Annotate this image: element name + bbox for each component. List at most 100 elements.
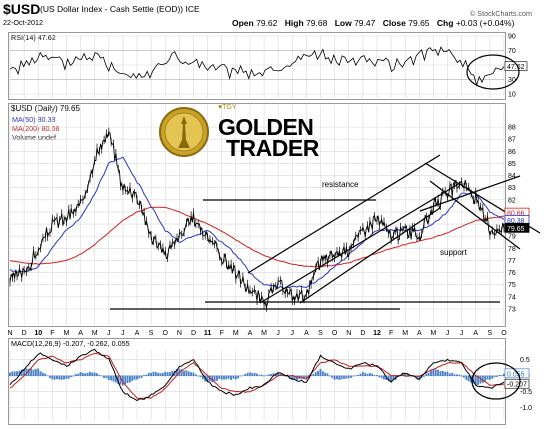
macd-histogram-bar — [439, 371, 442, 377]
macd-histogram-bar — [13, 371, 16, 377]
macd-histogram-bar — [25, 368, 28, 377]
date-label: 22-Oct-2012 — [3, 18, 43, 27]
symbol-label: $USD — [3, 1, 41, 17]
macd-histogram-bar — [321, 371, 324, 377]
macd-histogram-bar — [401, 373, 404, 377]
trend-line — [247, 154, 441, 274]
legend-volume: Volume undef — [12, 133, 56, 142]
macd-histogram-bar — [103, 375, 105, 379]
macd-histogram-bar — [223, 375, 225, 380]
macd-histogram-bar — [448, 373, 451, 377]
price-xtick-label: N — [177, 330, 182, 337]
price-ytick-label: 83 — [508, 185, 516, 192]
macd-histogram-bar — [152, 371, 155, 377]
macd-histogram-bar — [199, 375, 202, 378]
macd-histogram-bar — [119, 375, 122, 385]
macd-histogram-bar — [392, 375, 395, 381]
price-xtick-label: J — [460, 330, 464, 337]
trend-line — [259, 182, 461, 304]
macd-histogram-bar — [232, 375, 235, 379]
price-xtick-label: O — [163, 330, 169, 337]
macd-histogram-bar — [176, 368, 178, 377]
price-xtick-label: A — [417, 330, 422, 337]
macd-histogram-bar — [383, 375, 385, 380]
macd-histogram-bar — [9, 372, 11, 377]
macd-histogram-bar — [166, 372, 169, 377]
macd-histogram-bar — [493, 375, 496, 378]
macd-histogram-bar — [46, 375, 49, 377]
price-xtick-label: M — [233, 330, 239, 337]
macd-histogram-bar — [98, 374, 101, 377]
macd-tag-box — [504, 378, 530, 389]
macd-histogram-bar — [486, 375, 489, 380]
macd-histogram-bar — [140, 375, 143, 378]
macd-histogram-bar — [126, 375, 129, 384]
macd-histogram-bar — [430, 370, 432, 377]
macd-histogram-bar — [477, 375, 480, 385]
price-xtick-label: N — [346, 330, 351, 337]
price-xtick-label: S — [488, 330, 493, 337]
macd-histogram-bar — [260, 374, 263, 377]
macd-histogram-bar — [303, 375, 305, 379]
macd-histogram-bar — [488, 375, 491, 380]
macd-histogram-bar — [164, 371, 167, 377]
open-value: 79.62 — [256, 18, 278, 28]
price-xtick-label: A — [78, 330, 83, 337]
close-label: Close — [382, 18, 406, 28]
macd-histogram-bar — [96, 373, 98, 377]
price-xtick-label: J — [291, 330, 295, 337]
price-ytick-label: 77 — [508, 258, 516, 265]
macd-histogram-bar — [79, 371, 82, 377]
macd-histogram-bar — [472, 375, 475, 384]
macd-histogram-bar — [20, 369, 23, 377]
open-label: Open — [232, 18, 254, 28]
macd-histogram-bar — [437, 369, 440, 377]
price-xtick-label: O — [501, 330, 507, 337]
rsi-title: RSI(14) 47.62 — [11, 33, 56, 42]
macd-histogram-bar — [352, 375, 355, 377]
macd-histogram-bar — [434, 369, 437, 377]
macd-histogram-bar — [105, 375, 108, 378]
macd-histogram-bar — [150, 372, 153, 377]
macd-histogram-bar — [460, 375, 463, 377]
macd-histogram-bar — [425, 373, 428, 377]
logo-small-text: ♥TGY — [218, 104, 237, 111]
close-value: 79.65 — [408, 18, 430, 28]
macd-histogram-bar — [244, 374, 247, 377]
price-ytick-label: 87 — [508, 137, 516, 144]
macd-histogram-bar — [86, 372, 89, 377]
macd-histogram-bar — [30, 368, 33, 377]
macd-tag-label: 0.055 — [507, 371, 525, 378]
macd-histogram-bar — [359, 373, 362, 377]
macd-histogram-bar — [185, 370, 188, 377]
ma50-line — [9, 156, 505, 289]
macd-tag-label: -0.207 — [507, 382, 527, 389]
price-tag-box — [504, 222, 530, 233]
rsi-highlight-circle — [466, 54, 520, 90]
macd-histogram-bar — [347, 375, 350, 379]
macd-histogram-bar — [93, 372, 96, 377]
rsi-line — [9, 46, 505, 87]
price-xtick-label: A — [248, 330, 253, 337]
macd-histogram-bar — [387, 375, 390, 382]
macd-histogram-bar — [390, 375, 392, 382]
price-ytick-label: 78 — [508, 246, 516, 253]
macd-histogram-bar — [314, 372, 317, 377]
macd-histogram-bar — [248, 372, 251, 377]
macd-histogram-bar — [147, 372, 150, 377]
macd-histogram-bar — [159, 373, 162, 377]
gold-coin-logo — [158, 106, 210, 158]
macd-histogram-bar — [495, 375, 498, 377]
ma200-line — [9, 206, 505, 268]
macd-histogram-bar — [70, 375, 73, 378]
macd-histogram-bar — [39, 371, 42, 377]
low-label: Low — [334, 18, 352, 28]
macd-histogram-bar — [258, 375, 261, 377]
macd-histogram-bar — [295, 375, 298, 381]
macd-histogram-bar — [124, 375, 127, 385]
macd-histogram-bar — [378, 375, 381, 378]
macd-histogram-bar — [463, 375, 465, 378]
macd-tag-box — [504, 368, 530, 379]
macd-ytick-label: 0.5 — [520, 357, 530, 364]
macd-histogram-bar — [161, 372, 164, 377]
